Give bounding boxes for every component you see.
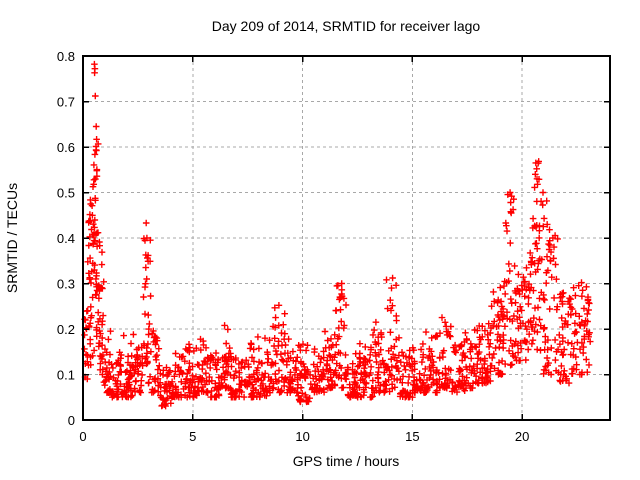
y-tick-label: 0 bbox=[68, 413, 75, 428]
x-tick-label: 0 bbox=[79, 429, 86, 444]
tick-label-layer: 0 5 10 15 20 0 0.1 0.2 0.3 0.4 0.5 0.6 0.7 0.8 bbox=[57, 49, 529, 444]
y-tick-label: 0.2 bbox=[57, 322, 75, 337]
y-axis-label: SRMTID / TECUs bbox=[4, 183, 20, 293]
x-axis-label: GPS time / hours bbox=[293, 453, 400, 469]
y-tick-label: 0.7 bbox=[57, 95, 75, 110]
x-tick-label: 20 bbox=[515, 429, 529, 444]
x-tick-label: 5 bbox=[189, 429, 196, 444]
y-tick-label: 0.6 bbox=[57, 140, 75, 155]
y-tick-label: 0.3 bbox=[57, 277, 75, 292]
x-tick-label: 15 bbox=[405, 429, 419, 444]
y-tick-label: 0.5 bbox=[57, 186, 75, 201]
chart-title: Day 209 of 2014, SRMTID for receiver lag… bbox=[212, 18, 481, 34]
y-tick-label: 0.1 bbox=[57, 368, 75, 383]
x-tick-label: 10 bbox=[295, 429, 309, 444]
plot-frame-layer bbox=[82, 55, 611, 421]
y-tick-label: 0.8 bbox=[57, 49, 75, 64]
data-points-layer bbox=[81, 60, 594, 410]
data-points bbox=[81, 60, 594, 410]
y-tick-label: 0.4 bbox=[57, 231, 75, 246]
